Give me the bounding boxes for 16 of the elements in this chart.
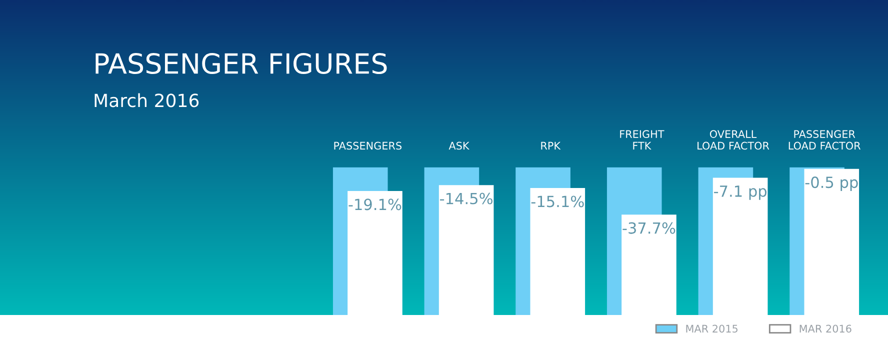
x-tick-label: PASSENGER LOAD FACTOR [788, 130, 861, 150]
x-tick-label: OVERALL LOAD FACTOR [698, 130, 770, 150]
x-tick-label: RPK [541, 142, 561, 150]
x-tick-label: FREIGHT FTK [620, 130, 664, 150]
annotation: -19.1% [348, 198, 402, 210]
text: March 2016 [94, 93, 199, 108]
chart-title: PASSENGER FIGURES [96, 53, 387, 74]
annotation: -7.1 pp [714, 186, 767, 200]
x-tick-label: ASK [448, 142, 470, 150]
annotation: -14.5% [440, 192, 492, 204]
annotation: -37.7% [622, 222, 676, 234]
x-tick-label: PASSENGERS [334, 142, 402, 150]
annotation: -15.1% [531, 196, 584, 208]
series-label: MAR 2016 [800, 324, 852, 333]
annotation: -0.5 pp [805, 176, 858, 192]
legend-label: MAR 2015 [686, 324, 738, 333]
